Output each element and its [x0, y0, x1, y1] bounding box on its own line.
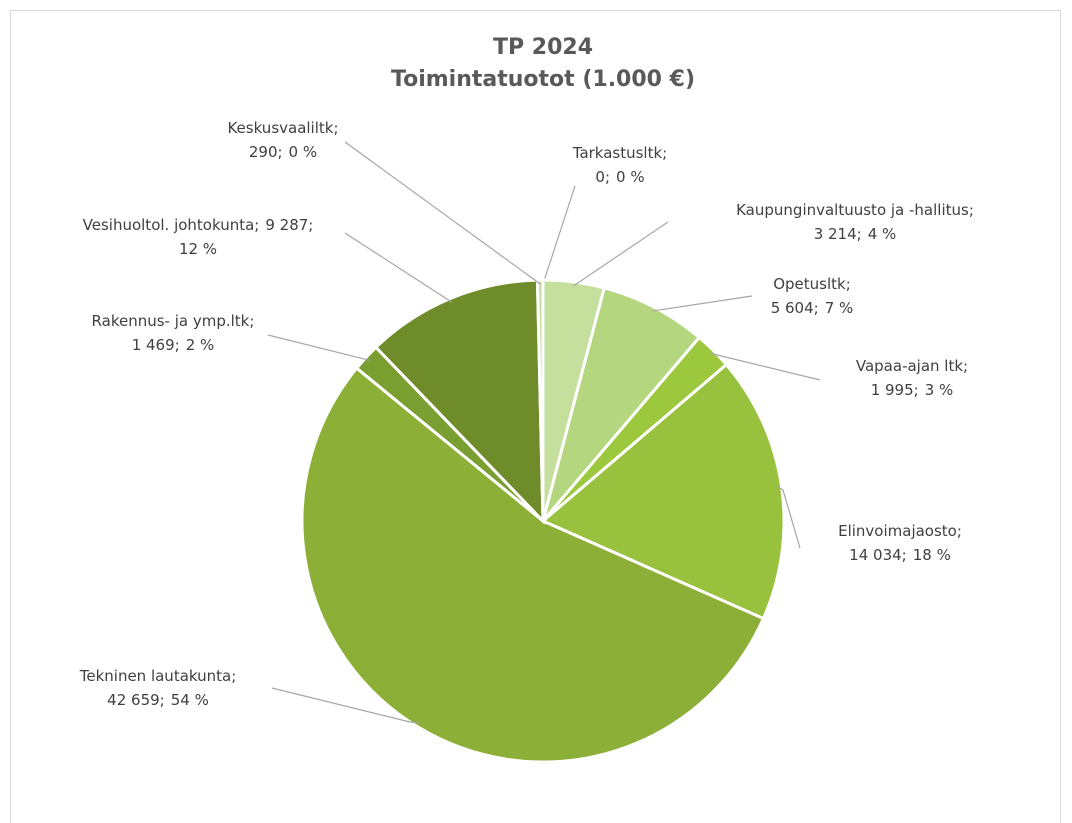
value-label: 9 287;: [265, 216, 313, 234]
value-label: 0;: [595, 168, 610, 186]
data-label: Keskusvaaliltk;: [227, 119, 338, 137]
data-label: 0; 0 %: [595, 168, 644, 186]
value-label: 42 659;: [107, 691, 165, 709]
percent-label: 3 %: [925, 381, 954, 399]
data-label: Vesihuoltol. johtokunta; 9 287;: [83, 216, 314, 234]
leader-line: [652, 295, 753, 312]
value-label: 1 469;: [132, 336, 180, 354]
pie-slice: [535, 278, 545, 522]
percent-label: 12 %: [179, 240, 217, 258]
chart-title: TP 2024: [493, 35, 593, 60]
value-label: 14 034;: [849, 546, 907, 564]
pie-slice: [300, 365, 766, 764]
data-label: Tarkastusltk;: [572, 144, 667, 162]
data-label: 1 469; 2 %: [132, 336, 215, 354]
data-label: Opetusltk;: [773, 275, 851, 293]
data-label: 12 %: [179, 240, 217, 258]
leader-line: [777, 486, 801, 549]
category-label: Tekninen lautakunta;: [79, 667, 237, 685]
leader-line: [573, 221, 669, 287]
leader-line: [271, 687, 419, 724]
percent-label: 0 %: [616, 168, 645, 186]
pie-slice: [541, 286, 702, 522]
data-label: Kaupunginvaltuusto ja -hallitus;: [736, 201, 974, 219]
percent-label: 0 %: [289, 143, 318, 161]
pie-slice: [540, 362, 786, 621]
chart-title: Toimintatuotot (1.000 €): [391, 67, 695, 92]
data-label: 42 659; 54 %: [107, 691, 209, 709]
percent-label: 18 %: [913, 546, 951, 564]
data-label: 5 604; 7 %: [771, 299, 854, 317]
data-label: 14 034; 18 %: [849, 546, 951, 564]
data-label: Vapaa-ajan ltk;: [856, 357, 968, 375]
category-label: Tarkastusltk;: [572, 144, 667, 162]
data-label: 3 214; 4 %: [814, 225, 897, 243]
category-label: Kaupunginvaltuusto ja -hallitus;: [736, 201, 974, 219]
data-label: 1 995; 3 %: [871, 381, 954, 399]
leader-line: [542, 185, 576, 285]
leader-line: [344, 141, 541, 285]
leader-line: [710, 352, 821, 381]
data-label: Tekninen lautakunta;: [79, 667, 237, 685]
data-label: Rakennus- ja ymp.ltk;: [92, 312, 255, 330]
data-label: 290; 0 %: [249, 143, 317, 161]
category-label: Keskusvaaliltk;: [227, 119, 338, 137]
category-label: Rakennus- ja ymp.ltk;: [92, 312, 255, 330]
value-label: 5 604;: [771, 299, 819, 317]
leader-line: [267, 334, 370, 361]
percent-label: 7 %: [825, 299, 854, 317]
category-label: Vesihuoltol. johtokunta;: [83, 216, 260, 234]
percent-label: 54 %: [171, 691, 209, 709]
value-label: 1 995;: [871, 381, 919, 399]
value-label: 3 214;: [814, 225, 862, 243]
percent-label: 4 %: [868, 225, 897, 243]
leader-line: [344, 232, 453, 303]
percent-label: 2 %: [186, 336, 215, 354]
value-label: 290;: [249, 143, 283, 161]
pie-slice: [373, 278, 545, 525]
category-label: Opetusltk;: [773, 275, 851, 293]
category-label: Vapaa-ajan ltk;: [856, 357, 968, 375]
data-label: Elinvoimajaosto;: [838, 522, 962, 540]
category-label: Elinvoimajaosto;: [838, 522, 962, 540]
